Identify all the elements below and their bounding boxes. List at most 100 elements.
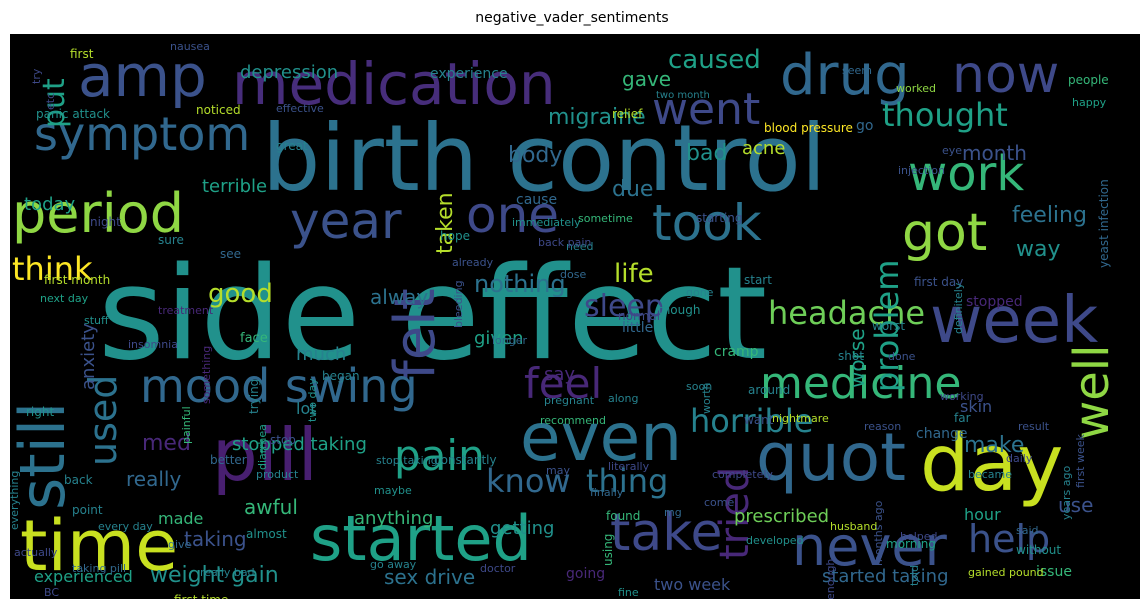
cloud-word-fine: fine	[618, 586, 639, 599]
cloud-word-drug: drug	[780, 43, 910, 108]
cloud-word-go: go	[856, 118, 873, 134]
cloud-word-sex-drive: sex drive	[384, 565, 475, 589]
cloud-word-back: back	[64, 473, 93, 487]
cloud-word-started-taking: started taking	[822, 566, 949, 587]
cloud-word-product: product	[256, 468, 299, 481]
cloud-word-mg: mg	[664, 506, 682, 519]
word-cloud-canvas: side effect birth control amp medication dru…	[10, 34, 1140, 599]
cloud-word-already: already	[452, 256, 494, 269]
cloud-word-developed: developed	[746, 534, 804, 547]
cloud-word-night: night	[90, 215, 121, 229]
cloud-word-used: used	[81, 375, 125, 466]
cloud-word-sure: sure	[158, 233, 184, 247]
cloud-word-recommend: recommend	[540, 414, 606, 427]
cloud-word-stopped: stopped	[966, 294, 1023, 310]
cloud-word-one: one	[466, 186, 559, 244]
cloud-word-first-week: first week	[1074, 433, 1087, 488]
cloud-word-acne: acne	[742, 138, 785, 159]
cloud-word-stop: stop	[270, 433, 296, 447]
cloud-word-found: found	[606, 509, 640, 523]
cloud-word-people: people	[1068, 73, 1109, 87]
cloud-word-bleeding: bleeding	[452, 280, 465, 328]
cloud-word-using: using	[601, 534, 615, 566]
cloud-word-injection: injection	[898, 164, 945, 177]
cloud-word-pain: pain	[394, 431, 485, 480]
cloud-word-treatment: treatment	[158, 304, 214, 317]
cloud-word-alway: alway	[370, 285, 428, 309]
cloud-word-longer: longer	[492, 334, 528, 347]
cloud-word-start: start	[744, 273, 772, 287]
cloud-word-went: went	[652, 84, 760, 135]
cloud-word-time: time	[20, 505, 178, 587]
cloud-word-worst: worst	[872, 319, 905, 333]
cloud-word-use: use	[1058, 493, 1093, 517]
cloud-word-given: given	[474, 328, 524, 349]
cloud-word-first: first	[70, 47, 94, 61]
cloud-word-taken: taken	[433, 192, 458, 254]
cloud-word-immediately: immediately	[512, 216, 581, 229]
cloud-word-week: week	[930, 284, 1098, 358]
cloud-word-medicine: medicine	[760, 358, 961, 409]
cloud-word-side-effect: side effect	[98, 240, 767, 389]
cloud-word-constantly: constantly	[434, 453, 497, 467]
cloud-word-amp: amp	[78, 42, 207, 110]
cloud-word-quot: quot	[756, 419, 906, 496]
cloud-word-actually: actually	[14, 546, 58, 559]
cloud-word-headache: headache	[768, 294, 925, 332]
cloud-word-put: put	[37, 78, 72, 128]
cloud-word-worse: worse	[845, 328, 869, 388]
cloud-word-blood-pressure: blood pressure	[764, 121, 853, 135]
cloud-word-relief: relief	[612, 107, 643, 121]
cloud-word-seem: seem	[842, 64, 872, 77]
cloud-word-really-bad: really bad	[200, 566, 255, 579]
cloud-word-worked: worked	[896, 82, 936, 95]
cloud-word-try: try	[30, 68, 43, 84]
cloud-word-nausea: nausea	[170, 40, 210, 53]
cloud-word-sleep: sleep	[584, 289, 664, 324]
cloud-word-finally: finally	[590, 486, 624, 499]
cloud-word-may: may	[546, 464, 570, 477]
cloud-word-got: got	[902, 203, 987, 263]
cloud-word-want: want	[744, 413, 774, 427]
cloud-word-taking-pill: taking pill	[72, 562, 126, 575]
cloud-word-painful: painful	[180, 406, 193, 444]
cloud-word-first-month: first month	[44, 273, 110, 287]
cloud-word-cramp: cramp	[714, 344, 759, 360]
cloud-word-go-away: go away	[370, 558, 417, 571]
cloud-word-enough: enough	[824, 559, 837, 599]
cloud-word-symptom: symptom	[34, 107, 250, 161]
cloud-word-awful: awful	[244, 495, 298, 519]
cloud-word-great: great	[276, 139, 308, 153]
cloud-word-feel: feel	[524, 359, 602, 408]
cloud-word-around: around	[748, 383, 790, 397]
cloud-word-face: face	[240, 331, 268, 346]
cloud-word-point: point	[72, 503, 103, 517]
cloud-word-done: done	[888, 350, 916, 363]
cloud-word-diarrhea: diarrhea	[256, 424, 269, 470]
cloud-word-mood-swing: mood swing	[140, 359, 418, 413]
cloud-word-husband: husband	[830, 520, 877, 533]
cloud-word-cause: cause	[516, 192, 557, 208]
cloud-word-getting: getting	[490, 518, 554, 539]
cloud-word-along: along	[608, 392, 638, 405]
cloud-word-gave: gave	[622, 67, 671, 91]
cloud-word-trying: trying	[247, 379, 261, 414]
cloud-word-two-month: two month	[656, 90, 710, 101]
cloud-word-take: take	[610, 503, 723, 563]
cloud-word-see: see	[220, 247, 241, 261]
cloud-word-first-day: first day	[914, 275, 963, 289]
cloud-word-completely: completely	[712, 468, 773, 481]
cloud-word-skin: skin	[960, 397, 992, 416]
cloud-word-say: say	[544, 364, 575, 385]
cloud-word-stuff: stuff	[84, 314, 109, 327]
cloud-word-yeast-infection: yeast infection	[1097, 179, 1111, 268]
cloud-word-day: day	[920, 419, 1063, 509]
cloud-word-said: said	[1016, 524, 1039, 537]
cloud-word-without: without	[1016, 543, 1061, 557]
cloud-word-years-ago: years ago	[1060, 466, 1073, 520]
cloud-word-nightmare: nightmare	[772, 412, 829, 425]
cloud-word-anxiety: anxiety	[78, 323, 99, 390]
cloud-word-migraine: migraine	[548, 105, 646, 130]
cloud-word-result: result	[1018, 420, 1050, 433]
cloud-word-weight-gain: weight gain	[150, 563, 279, 588]
